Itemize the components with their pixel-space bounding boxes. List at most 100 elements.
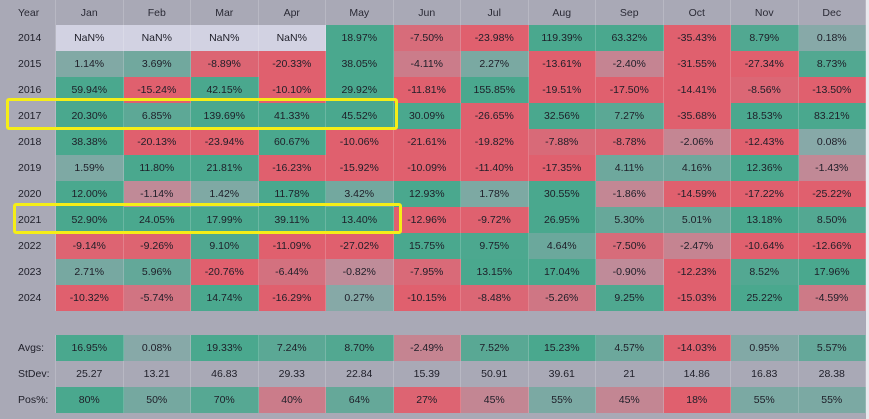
return-cell-sep: -2.40%	[596, 51, 664, 77]
return-cell-apr: 11.78%	[258, 181, 326, 207]
return-cell-nov: -17.22%	[731, 181, 799, 207]
row-label-year: 2020	[0, 181, 56, 207]
column-header-apr: Apr	[259, 0, 326, 25]
return-cell-sep: 4.11%	[596, 155, 664, 181]
return-cell-jan: 59.94%	[56, 77, 124, 103]
return-cell-dec: -13.50%	[798, 77, 866, 103]
return-cell-sep: 5.30%	[596, 207, 664, 233]
column-header-nov: Nov	[731, 0, 799, 25]
row-label-year: 2015	[0, 51, 56, 77]
window-edge	[866, 0, 869, 419]
return-cell-jan: 52.90%	[56, 207, 124, 233]
return-cell-apr: -10.10%	[258, 77, 326, 103]
summary-cell-feb: 0.08%	[123, 335, 191, 361]
summary-cell-jan: 80%	[56, 387, 124, 413]
column-header-jan: Jan	[56, 0, 124, 25]
column-header-may: May	[326, 0, 394, 25]
return-cell-nov: -12.43%	[731, 129, 799, 155]
return-cell-sep: 9.25%	[596, 285, 664, 311]
return-cell-dec: 83.21%	[798, 103, 866, 129]
row-label-year: 2019	[0, 155, 56, 181]
row-label-year: 2017	[0, 103, 56, 129]
return-cell-apr: NaN%	[258, 25, 326, 51]
return-cell-feb: 5.96%	[123, 259, 191, 285]
return-cell-feb: 3.69%	[123, 51, 191, 77]
return-cell-mar: 42.15%	[191, 77, 259, 103]
table-row-2018: 2018 38.38% -20.13% -23.94% 60.67% -10.06% -21…	[0, 129, 866, 155]
return-cell-jun: -12.96%	[393, 207, 461, 233]
summary-cell-nov: 55%	[731, 387, 799, 413]
return-cell-mar: 21.81%	[191, 155, 259, 181]
column-header-jul: Jul	[461, 0, 529, 25]
return-cell-mar: 139.69%	[191, 103, 259, 129]
return-cell-oct: 4.16%	[663, 155, 731, 181]
column-header-sep: Sep	[596, 0, 664, 25]
summary-cell-jun: 15.39	[393, 361, 461, 387]
return-cell-jan: 1.14%	[56, 51, 124, 77]
return-cell-feb: 24.05%	[123, 207, 191, 233]
table-row-2024: 2024 -10.32% -5.74% 14.74% -16.29% 0.27% -10.1…	[0, 285, 866, 311]
summary-cell-nov: 0.95%	[731, 335, 799, 361]
summary-cell-mar: 46.83	[191, 361, 259, 387]
return-cell-jul: 2.27%	[461, 51, 529, 77]
return-cell-may: -10.06%	[326, 129, 394, 155]
return-cell-jun: 12.93%	[393, 181, 461, 207]
return-cell-jul: -11.40%	[461, 155, 529, 181]
return-cell-oct: -35.68%	[663, 103, 731, 129]
summary-row-avgs: Avgs: 16.95% 0.08% 19.33% 7.24% 8.70% -2.49% 7.…	[0, 335, 866, 361]
return-cell-may: -27.02%	[326, 233, 394, 259]
return-cell-sep: -17.50%	[596, 77, 664, 103]
return-cell-nov: 8.79%	[731, 25, 799, 51]
summary-cell-sep: 4.57%	[596, 335, 664, 361]
table-row-2023: 2023 2.71% 5.96% -20.76% -6.44% -0.82% -7.95% 1…	[0, 259, 866, 285]
row-label-year: 2021	[0, 207, 56, 233]
return-cell-dec: -12.66%	[798, 233, 866, 259]
table-row-2020: 2020 12.00% -1.14% 1.42% 11.78% 3.42% 12.93% 1.…	[0, 181, 866, 207]
summary-cell-jul: 7.52%	[461, 335, 529, 361]
summary-cell-mar: 19.33%	[191, 335, 259, 361]
return-cell-jan: 1.59%	[56, 155, 124, 181]
return-cell-apr: -11.09%	[258, 233, 326, 259]
summary-cell-may: 8.70%	[326, 335, 394, 361]
summary-cell-dec: 28.38	[798, 361, 866, 387]
table-row-2019: 2019 1.59% 11.80% 21.81% -16.23% -15.92% -10.0…	[0, 155, 866, 181]
return-cell-may: 38.05%	[326, 51, 394, 77]
return-cell-apr: -16.29%	[258, 285, 326, 311]
column-header-mar: Mar	[191, 0, 259, 25]
return-cell-aug: 17.04%	[528, 259, 596, 285]
summary-cell-may: 64%	[326, 387, 394, 413]
summary-label: StDev:	[0, 361, 56, 387]
return-cell-jul: 1.78%	[461, 181, 529, 207]
return-cell-sep: -0.90%	[596, 259, 664, 285]
return-cell-oct: -2.06%	[663, 129, 731, 155]
return-cell-feb: -15.24%	[123, 77, 191, 103]
return-cell-mar: 17.99%	[191, 207, 259, 233]
return-cell-jan: 38.38%	[56, 129, 124, 155]
return-cell-aug: -19.51%	[528, 77, 596, 103]
summary-cell-feb: 50%	[123, 387, 191, 413]
return-cell-nov: -10.64%	[731, 233, 799, 259]
return-cell-oct: -2.47%	[663, 233, 731, 259]
return-cell-feb: -1.14%	[123, 181, 191, 207]
column-header-year: Year	[0, 0, 56, 25]
return-cell-jul: -9.72%	[461, 207, 529, 233]
return-cell-jun: -10.15%	[393, 285, 461, 311]
summary-cell-apr: 7.24%	[258, 335, 326, 361]
return-cell-dec: -25.22%	[798, 181, 866, 207]
summary-cell-oct: 14.86	[663, 361, 731, 387]
return-cell-aug: 119.39%	[528, 25, 596, 51]
column-header-jun: Jun	[394, 0, 461, 25]
summary-cell-feb: 13.21	[123, 361, 191, 387]
return-cell-nov: -27.34%	[731, 51, 799, 77]
column-header-feb: Feb	[124, 0, 191, 25]
return-cell-sep: -7.50%	[596, 233, 664, 259]
return-cell-feb: -5.74%	[123, 285, 191, 311]
table-row-2022: 2022 -9.14% -9.26% 9.10% -11.09% -27.02% 15.75…	[0, 233, 866, 259]
summary-row-pos%: Pos%: 80% 50% 70% 40% 64% 27% 45% 55% 45% 18% 55% 55…	[0, 387, 866, 413]
summary-cell-jun: -2.49%	[393, 335, 461, 361]
return-cell-jan: -9.14%	[56, 233, 124, 259]
column-header-dec: Dec	[799, 0, 866, 25]
return-cell-may: -15.92%	[326, 155, 394, 181]
return-cell-feb: 6.85%	[123, 103, 191, 129]
